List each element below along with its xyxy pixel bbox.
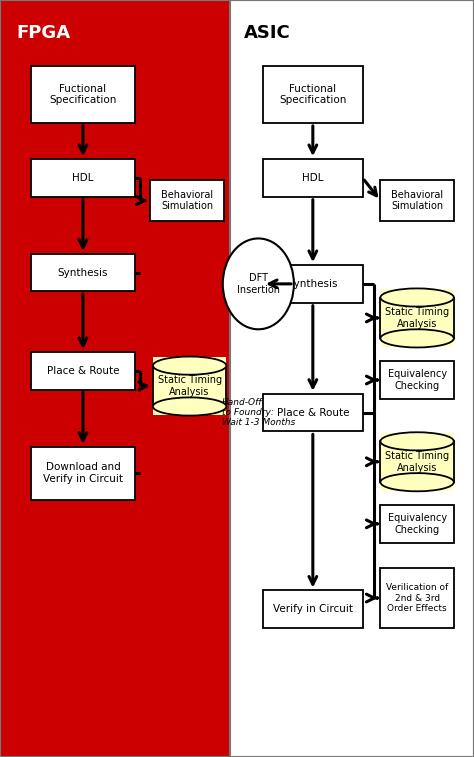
Text: Synthesis: Synthesis	[288, 279, 338, 289]
Bar	[263, 590, 363, 628]
Bar	[381, 433, 453, 442]
Text: Verilication of
2nd & 3rd
Order Effects: Verilication of 2nd & 3rd Order Effects	[386, 583, 448, 613]
Bar	[380, 298, 454, 338]
Bar	[153, 357, 226, 366]
Bar	[381, 289, 453, 298]
Bar	[380, 361, 454, 399]
Ellipse shape	[380, 432, 454, 450]
Bar	[31, 352, 135, 390]
Ellipse shape	[380, 329, 454, 347]
Bar	[381, 338, 453, 347]
Bar	[381, 481, 453, 491]
Text: Synthesis: Synthesis	[58, 267, 108, 278]
Bar	[263, 66, 363, 123]
Text: Static Timing
Analysis: Static Timing Analysis	[385, 451, 449, 472]
Text: ASIC: ASIC	[244, 24, 291, 42]
Text: Fuctional
Specification: Fuctional Specification	[279, 84, 346, 105]
Text: Place & Route: Place & Route	[277, 407, 349, 418]
Text: Behavioral
Simulation: Behavioral Simulation	[161, 190, 213, 211]
Bar	[151, 180, 224, 221]
Bar	[0, 0, 230, 757]
Bar	[153, 366, 227, 407]
Text: Place & Route: Place & Route	[47, 366, 119, 376]
Bar	[380, 180, 454, 221]
Bar	[230, 0, 474, 757]
Ellipse shape	[223, 238, 294, 329]
Bar	[380, 568, 454, 628]
Text: DFT
Insertion: DFT Insertion	[237, 273, 280, 294]
Ellipse shape	[380, 288, 454, 307]
Bar	[31, 254, 135, 291]
Text: Fuctional
Specification: Fuctional Specification	[49, 84, 117, 105]
Bar	[153, 406, 226, 415]
Text: HDL: HDL	[302, 173, 324, 183]
Bar	[31, 66, 135, 123]
Text: Static Timing
Analysis: Static Timing Analysis	[157, 375, 222, 397]
Text: Hand-Off
to Foundry:
Wait 1-3 Months: Hand-Off to Foundry: Wait 1-3 Months	[222, 397, 295, 428]
Text: Verify in Circuit: Verify in Circuit	[273, 604, 353, 615]
Bar	[263, 265, 363, 303]
Bar	[380, 505, 454, 543]
Text: Behavioral
Simulation: Behavioral Simulation	[391, 190, 443, 211]
Text: HDL: HDL	[72, 173, 94, 183]
Ellipse shape	[380, 473, 454, 491]
Text: Static Timing
Analysis: Static Timing Analysis	[385, 307, 449, 329]
Bar	[31, 159, 135, 197]
Ellipse shape	[153, 357, 227, 375]
Text: FPGA: FPGA	[17, 24, 71, 42]
Bar	[31, 447, 135, 500]
Text: Equivalency
Checking: Equivalency Checking	[388, 513, 447, 534]
Bar	[263, 159, 363, 197]
Bar	[380, 441, 454, 482]
Ellipse shape	[153, 397, 227, 416]
Text: Download and
Verify in Circuit: Download and Verify in Circuit	[43, 463, 123, 484]
Text: Equivalency
Checking: Equivalency Checking	[388, 369, 447, 391]
Bar	[263, 394, 363, 431]
